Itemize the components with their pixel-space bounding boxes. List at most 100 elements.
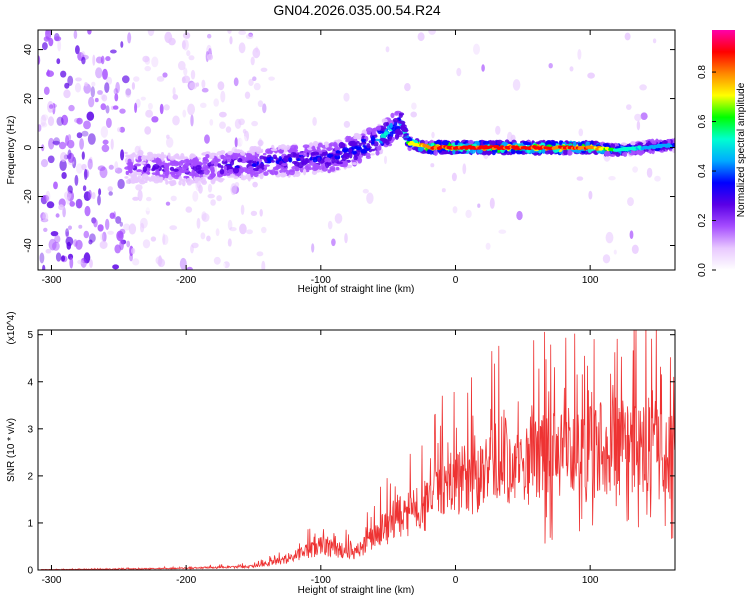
snr-frame [37,329,676,571]
heatmap-cell [296,158,301,162]
heatmap-cell [159,103,164,115]
heatmap-cell [80,257,87,268]
heatmap-cell [248,78,254,86]
heatmap-cell [131,247,136,255]
heatmap-cell [58,141,67,150]
colorbar-tick-label: 0.4 [697,164,708,178]
heatmap-cell [634,113,642,122]
heatmap-cell [305,163,311,170]
heatmap-cell [262,152,267,156]
heatmap-cell [57,39,62,52]
heatmap-cell [289,148,296,153]
heatmap-cell [178,60,186,71]
heatmap-cell [73,239,78,247]
heatmap-cell [249,156,254,161]
heatmap-cell [41,114,49,121]
heatmap-cell [39,252,45,264]
heatmap-cell [206,44,212,57]
heatmap-cell [171,264,176,270]
heatmap-cell [366,192,374,204]
heatmap-cell [75,77,82,82]
heatmap-cell [163,225,171,234]
heatmap-cell [577,49,582,60]
snr-x-label: Height of straight line (km) [298,585,415,596]
heatmap-cell [200,167,206,171]
heatmap-cell [68,104,75,112]
heatmap-cell [344,233,348,244]
heatmap-cell [192,190,199,202]
heatmap-cell [76,117,83,125]
heatmap-cell [343,120,351,128]
heatmap-cell [107,230,114,235]
heatmap-cell [198,184,203,194]
heatmap-cell [375,150,380,156]
heatmap-cell [64,82,70,89]
heatmap-cell [130,179,136,184]
heatmap-cell [88,189,92,200]
heatmap-cell [394,133,399,140]
heatmap-cell [102,68,108,80]
heatmap-cell [205,154,210,159]
heatmap-cell [324,157,331,163]
heatmap-cell [249,171,257,176]
heatmap-cell [245,33,254,40]
heatmap-cell [99,166,108,179]
heatmap-cell [234,130,242,138]
heatmap-cell [229,227,237,232]
heatmap-cell [151,168,156,172]
heatmap-cell [515,150,521,154]
heatmap-cell [334,213,343,224]
heatmap-cell [107,186,113,192]
heatmap-cell [623,151,628,157]
heatmap-cell [165,201,171,206]
heatmap-cell [126,240,131,248]
heatmap-cell [161,165,165,168]
heatmap-cell [166,83,171,92]
heatmap-cell [311,243,315,253]
heatmap-cell [302,158,308,165]
heatmap-cell [302,144,310,149]
heatmap-cell [152,176,156,182]
heatmap-cell [132,258,140,266]
heatmap-cell [89,259,93,268]
heatmap-cell [109,212,116,219]
heatmap-cell [441,188,446,193]
heatmap-cell [61,172,67,179]
heatmap-cell [124,176,129,179]
heatmap-cell [207,183,213,193]
heatmap-cell [522,141,529,145]
heatmap-cell [353,155,358,161]
heatmap-cell [349,140,357,147]
heatmap-cell [278,149,284,154]
heatmap-cell [468,139,474,145]
heatmap-cell [247,234,254,242]
heatmap-cell [87,30,92,35]
heatmap-cell [229,36,233,45]
heatmap-cell [74,174,79,186]
heatmap-cell [433,149,439,156]
heatmap-cell [261,226,267,234]
heatmap-cell [62,206,66,218]
heatmap-cell [181,76,186,84]
heatmap-cell [430,163,435,168]
heatmap-cell [42,212,49,223]
heatmap-cell [187,103,196,116]
heatmap-cell [210,199,216,206]
heatmap-cell [264,164,270,167]
heatmap-cell [168,180,173,184]
heatmap-cell [631,149,635,154]
heatmap-cell [469,148,476,154]
heatmap-cell [342,147,349,153]
heatmap-cell [257,100,264,108]
heatmap-cell [269,150,273,155]
heatmap-cell [125,170,129,175]
heatmap-cell [577,142,583,147]
heatmap-cell [163,104,170,111]
heatmap-cell [91,192,96,200]
heatmap-cell [356,141,360,144]
heatmap-cell [190,154,197,158]
heatmap-cell [95,67,103,79]
heatmap-cell [165,170,170,175]
heatmap-cell [108,191,113,196]
heatmap-cell [621,142,628,146]
